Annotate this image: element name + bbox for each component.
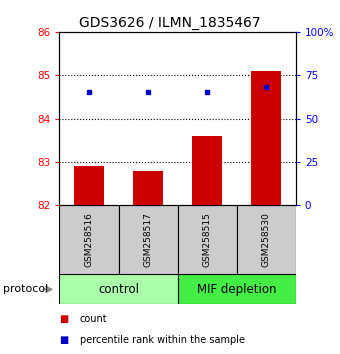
Text: GSM258516: GSM258516 xyxy=(85,212,94,267)
Bar xyxy=(177,205,237,274)
Bar xyxy=(192,136,222,205)
Bar xyxy=(59,274,177,304)
Bar xyxy=(237,205,296,274)
Bar xyxy=(59,205,119,274)
Text: GSM258530: GSM258530 xyxy=(262,212,271,267)
Text: control: control xyxy=(98,283,139,296)
Text: GSM258515: GSM258515 xyxy=(203,212,212,267)
Text: MIF depletion: MIF depletion xyxy=(197,283,276,296)
Bar xyxy=(252,71,281,205)
Text: percentile rank within the sample: percentile rank within the sample xyxy=(80,335,245,345)
Text: ■: ■ xyxy=(59,335,69,345)
Text: ■: ■ xyxy=(59,314,69,324)
Text: protocol: protocol xyxy=(3,284,49,295)
Bar xyxy=(74,166,104,205)
Bar xyxy=(177,274,296,304)
Text: GDS3626 / ILMN_1835467: GDS3626 / ILMN_1835467 xyxy=(79,16,261,30)
Bar xyxy=(133,171,163,205)
Bar xyxy=(119,205,177,274)
Text: count: count xyxy=(80,314,107,324)
Text: GSM258517: GSM258517 xyxy=(143,212,153,267)
